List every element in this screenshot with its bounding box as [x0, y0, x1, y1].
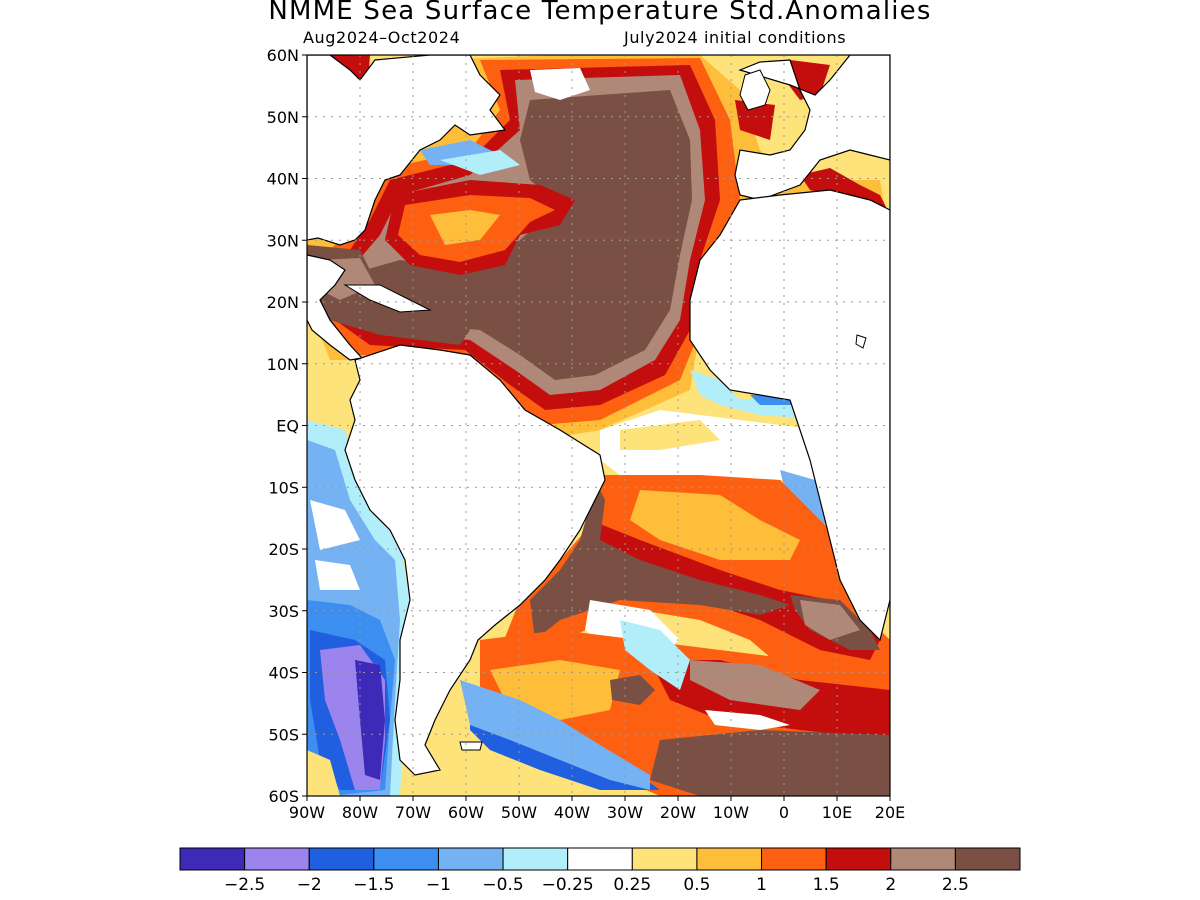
na-labrador-light	[440, 150, 520, 175]
colorbar-swatch	[631, 847, 698, 871]
so-brown-loop	[610, 675, 655, 705]
colorbar-label: 0.5	[683, 875, 710, 895]
lon-tick-label: 80W	[342, 803, 378, 822]
lon-tick-label: 10E	[822, 803, 852, 822]
lon-tick-label: 30W	[607, 803, 643, 822]
na-gulfstream-yellow	[430, 210, 500, 245]
colorbar-swatch	[825, 847, 892, 871]
na-brown-core	[350, 90, 692, 380]
colorbar-label: 2	[885, 875, 896, 895]
lat-tick-label: 50N	[267, 108, 299, 127]
lon-tick-label: 10W	[713, 803, 749, 822]
colorbar-swatch	[502, 847, 569, 871]
colorbar-swatch	[954, 847, 1021, 871]
colorbar-swatch	[179, 847, 246, 871]
lat-tick-label: 20S	[268, 540, 299, 559]
colorbar-swatch	[761, 847, 827, 871]
latitude-ticks: 60N 50N 40N 30N 20N 10N EQ 10S 20S 30S 40S 50S 60S	[267, 46, 307, 806]
lon-tick-label: 0	[779, 803, 789, 822]
initial-conditions-label: July2024 initial conditions	[624, 28, 847, 47]
so-cyan	[620, 620, 690, 690]
cuba-land	[343, 284, 432, 313]
north-america-land	[307, 55, 507, 246]
lat-tick-label: 20N	[267, 293, 299, 312]
map-grid	[307, 55, 891, 796]
lon-tick-label: 60W	[448, 803, 484, 822]
colorbar-label: −2	[297, 875, 322, 895]
lat-tick-label: 30N	[267, 231, 299, 250]
colorbar: −2.5 −2 −1.5 −1 −0.5 −0.25 0.25 0.5 1 1.5 2 2.5	[179, 847, 1021, 895]
colorbar-label: 2.5	[942, 875, 969, 895]
sa-pink-east	[800, 600, 860, 640]
colorbar-label: 1	[756, 875, 767, 895]
anomaly-field	[307, 55, 890, 796]
longitude-ticks: 90W 80W 70W 60W 50W 40W 30W 20W 10W 0 10E 20E	[289, 796, 905, 822]
ep-indigo	[355, 660, 385, 780]
colorbar-label: −1	[426, 875, 451, 895]
forecast-period: Aug2024–Oct2024	[303, 28, 461, 47]
colorbar-swatch	[437, 847, 504, 871]
ep-white-patches	[310, 500, 360, 590]
lat-tick-label: 60N	[267, 46, 299, 65]
uk-land	[739, 69, 771, 111]
so-pink	[690, 660, 820, 710]
colorbar-swatch	[567, 847, 633, 871]
lon-tick-label: 40W	[554, 803, 590, 822]
so-brown	[650, 730, 890, 796]
lon-tick-label: 20W	[660, 803, 696, 822]
colorbar-label: −0.25	[542, 875, 594, 895]
sa-brown-wedge	[530, 480, 790, 640]
guinea-yellow	[620, 420, 720, 450]
lat-tick-label: EQ	[276, 417, 299, 436]
colorbar-swatch	[308, 847, 375, 871]
yucatan-land	[307, 254, 364, 361]
lon-tick-label: 50W	[501, 803, 537, 822]
falklands-land	[459, 741, 483, 751]
colorbar-label: −0.5	[482, 875, 523, 895]
colorbar-swatch	[244, 847, 310, 871]
lon-tick-label: 20E	[875, 803, 905, 822]
lat-tick-label: 10N	[267, 355, 299, 374]
na-northern-white	[530, 68, 590, 100]
south-america-land	[344, 344, 606, 776]
lat-tick-label: 50S	[268, 725, 299, 744]
north-sea-red	[785, 60, 830, 100]
na-ne-red	[735, 100, 775, 140]
colorbar-label: −2.5	[224, 875, 265, 895]
lat-tick-label: 30S	[268, 602, 299, 621]
lat-tick-label: 10S	[268, 478, 299, 497]
madagascar-edge	[855, 334, 867, 349]
lon-tick-label: 70W	[395, 803, 431, 822]
chart-title: NMME Sea Surface Temperature Std.Anomali…	[268, 0, 932, 26]
colorbar-swatch	[696, 847, 763, 871]
lat-tick-label: 40N	[267, 170, 299, 189]
colorbar-swatch	[373, 847, 439, 871]
colorbar-swatch	[890, 847, 956, 871]
colorbar-label: 0.25	[613, 875, 651, 895]
so-light-blue	[460, 680, 650, 790]
so-white-arc	[705, 710, 790, 730]
colorbar-label: −1.5	[353, 875, 394, 895]
lat-tick-label: 60S	[268, 787, 299, 806]
colorbar-label: 1.5	[813, 875, 840, 895]
lat-tick-label: 40S	[268, 664, 299, 683]
sa-yellow-patches	[630, 490, 800, 560]
ep-yellow-corner	[307, 750, 340, 796]
lon-tick-label: 90W	[289, 803, 325, 822]
